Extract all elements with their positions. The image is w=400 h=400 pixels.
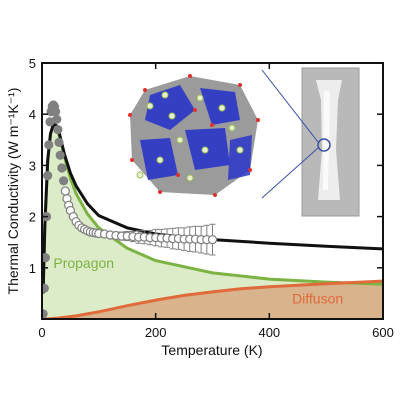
propagon-label: Propagon — [53, 255, 114, 271]
data-point — [42, 309, 48, 319]
data-point — [50, 106, 61, 117]
zoom-line-bottom — [261, 147, 319, 199]
data-point — [207, 235, 218, 245]
y-tick-label: 4 — [29, 107, 36, 122]
axis-ticks: 0 200 400 600 1 2 3 4 5 — [29, 56, 394, 340]
y-tick-label: 1 — [29, 261, 36, 276]
x-tick-label: 400 — [258, 325, 280, 340]
data-point — [42, 283, 49, 293]
diffuson-label: Diffuson — [292, 291, 343, 307]
data-point — [44, 140, 54, 150]
zoom-circle — [317, 138, 331, 152]
experiment-markers — [42, 100, 218, 319]
data-point — [42, 253, 50, 263]
data-point — [58, 176, 69, 186]
y-tick-label: 2 — [29, 210, 36, 225]
x-tick-label: 200 — [145, 325, 167, 340]
x-tick-label: 0 — [38, 325, 45, 340]
area-layer — [42, 124, 383, 319]
y-tick-label: 3 — [29, 158, 36, 173]
data-point — [53, 125, 63, 135]
data-point — [55, 150, 65, 160]
data-point — [60, 186, 70, 196]
x-axis-title: Temperature (K) — [161, 342, 262, 358]
zoom-line-top — [261, 69, 319, 143]
diffuson-area — [42, 281, 383, 319]
data-point — [54, 137, 64, 147]
crystal-structure-image — [128, 72, 266, 200]
propagon-area — [43, 124, 383, 319]
y-tick-label: 5 — [29, 56, 36, 71]
data-point — [43, 171, 53, 181]
plot-frame — [41, 62, 384, 320]
data-point — [52, 114, 62, 124]
x-tick-label: 600 — [372, 325, 394, 340]
y-axis-title: Thermal Conductivity (W m⁻¹K⁻¹) — [5, 88, 21, 295]
sample-photo — [261, 67, 360, 217]
data-point — [57, 163, 67, 173]
